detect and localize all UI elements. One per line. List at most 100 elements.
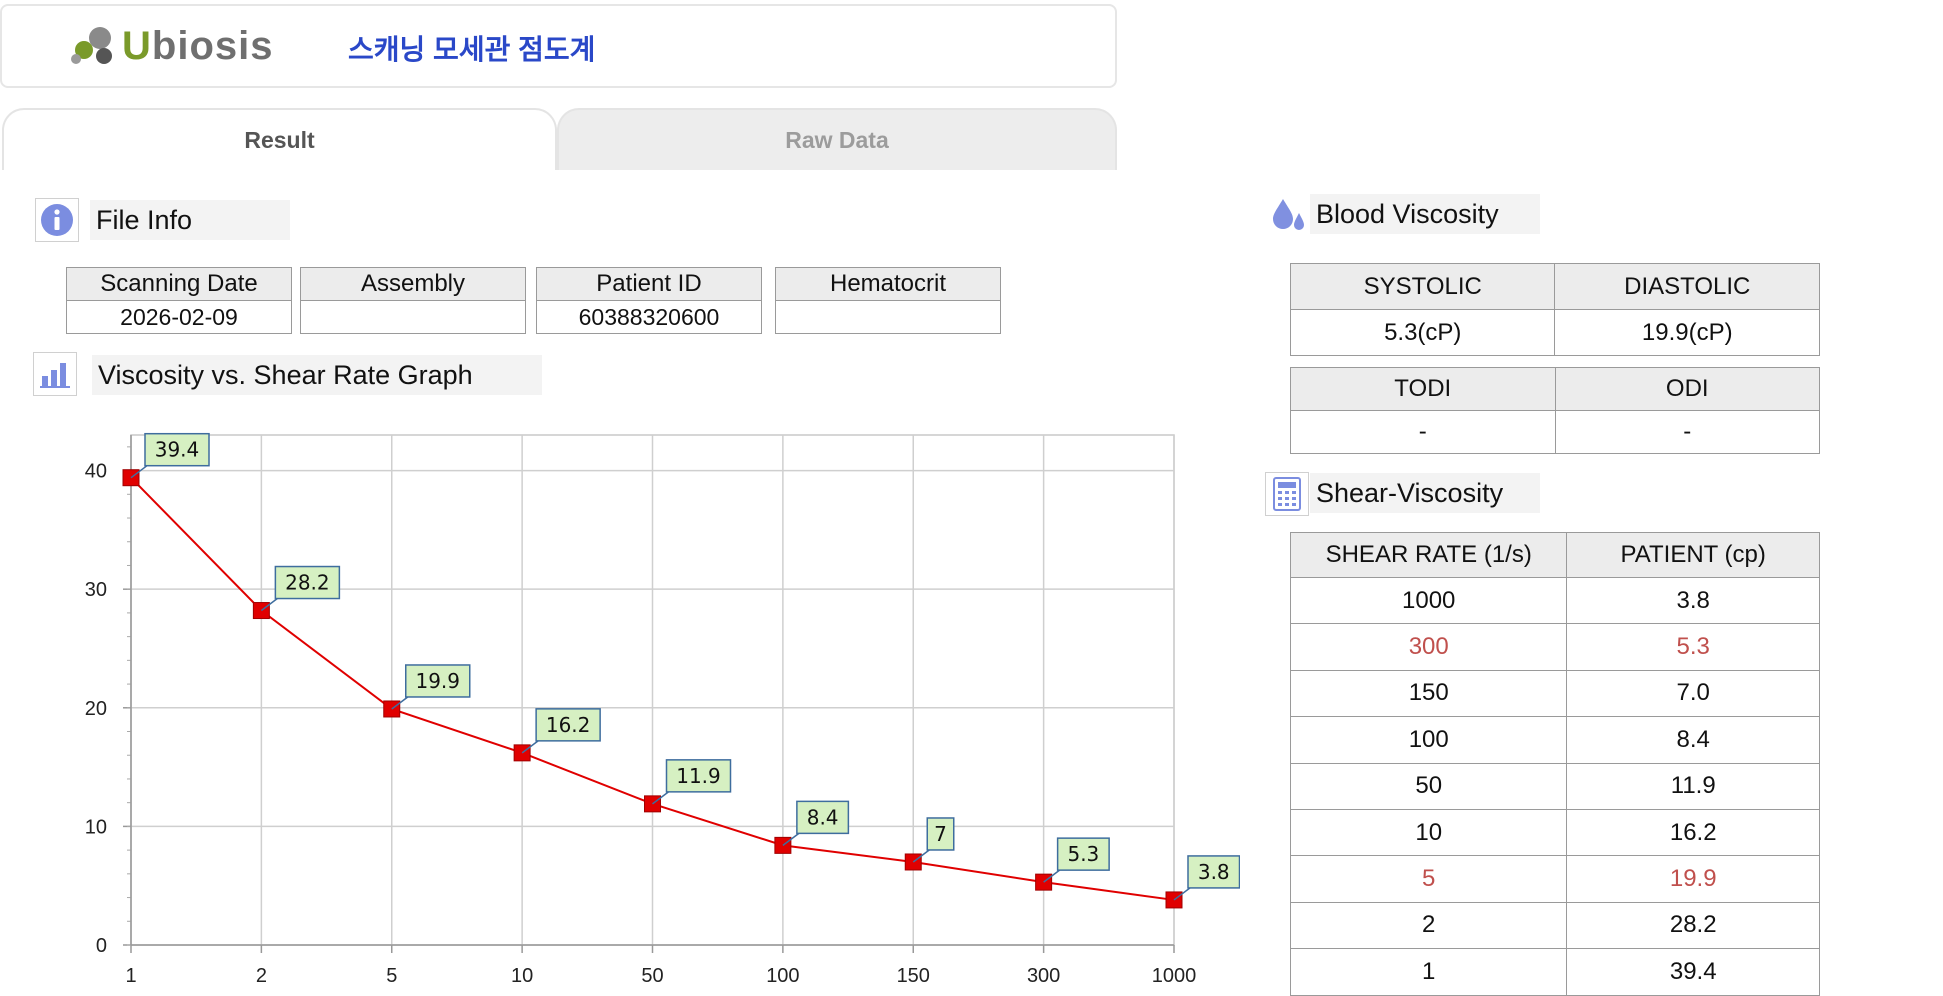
file-info-title: File Info — [90, 200, 290, 240]
hematocrit-value — [775, 301, 1001, 334]
data-label-box — [665, 759, 732, 793]
data-label: 7 — [934, 822, 947, 846]
table-row: 300 5.3 — [1289, 623, 1820, 671]
chart-axes: 1 2 5 10 50 100 150 300 1000 0 10 20 30 40 — [85, 435, 1197, 987]
data-label-box — [796, 800, 850, 835]
odi-header: ODI — [1554, 367, 1821, 411]
tab-result[interactable]: Result — [2, 108, 557, 170]
diastolic-header: DIASTOLIC — [1554, 263, 1820, 310]
y-tick-label: 0 — [96, 935, 107, 957]
data-label-box — [1056, 837, 1110, 871]
ubiosis-logo: Ubiosis — [70, 24, 273, 68]
data-label-box — [926, 817, 955, 851]
shear-rate-header: SHEAR RATE (1/s) — [1289, 532, 1568, 578]
table-row: 150 7.0 — [1289, 669, 1820, 718]
patient-header: PATIENT (cp) — [1566, 532, 1820, 578]
shear-rate-cell: 5 — [1289, 855, 1568, 903]
logo-text-rest: biosis — [151, 23, 274, 68]
patient-cell: 5.3 — [1566, 623, 1820, 671]
patient-id-header: Patient ID — [536, 267, 762, 301]
data-label-leader — [782, 832, 800, 846]
patient-cell: 19.9 — [1566, 855, 1820, 903]
y-tick-label: 30 — [85, 579, 107, 601]
x-tick-label: 1000 — [1152, 965, 1197, 987]
tab-raw-data[interactable]: Raw Data — [557, 108, 1117, 170]
shear-viscosity-table: SHEAR RATE (1/s) PATIENT (cp) 1000 3.8 300… — [1289, 532, 1820, 996]
data-label: 19.9 — [415, 669, 460, 693]
patient-cell: 28.2 — [1566, 901, 1820, 950]
data-label: 28.2 — [285, 571, 330, 595]
x-tick-label: 1 — [125, 965, 136, 987]
assembly-header: Assembly — [300, 267, 526, 301]
table-row: 5 19.9 — [1289, 855, 1820, 903]
x-tick-label: 5 — [386, 965, 397, 987]
x-tick-label: 100 — [766, 965, 799, 987]
patient-cell: 7.0 — [1566, 669, 1820, 718]
data-label-box — [405, 664, 471, 698]
logo-text: Ubiosis — [122, 24, 273, 69]
shear-rate-cell: 1 — [1289, 948, 1568, 996]
data-label: 5.3 — [1067, 842, 1099, 866]
blood-viscosity-title: Blood Viscosity — [1310, 194, 1540, 234]
x-tick-label: 10 — [511, 965, 533, 987]
viscosity-shear-chart: 1 2 5 10 50 100 150 300 1000 0 10 20 30 40 39.4 28.2 19… — [85, 432, 1240, 987]
table-row: 1000 3.8 — [1289, 576, 1820, 625]
todi-value: - — [1290, 410, 1556, 454]
data-label-leader — [1173, 887, 1191, 901]
data-label-box — [535, 708, 601, 742]
hematocrit-header: Hematocrit — [775, 267, 1001, 301]
chart-data-labels: 39.4 28.2 19.9 16.2 11.9 8.4 7 5.3 3.8 — [130, 432, 1240, 901]
data-label-leader — [391, 696, 409, 710]
data-label: 8.4 — [807, 805, 839, 829]
data-label-leader — [1043, 869, 1061, 883]
bar-chart-icon — [33, 352, 77, 396]
x-tick-label: 50 — [641, 965, 663, 987]
patient-id-value: 60388320600 — [536, 301, 762, 334]
patient-cell: 8.4 — [1566, 716, 1820, 764]
shear-rate-cell: 150 — [1289, 669, 1568, 718]
scanning-date-value: 2026-02-09 — [66, 301, 292, 334]
app-title: 스캐닝 모세관 점도계 — [348, 34, 596, 65]
data-point — [122, 469, 140, 487]
chart-grid — [130, 434, 1175, 946]
blood-drops-icon — [1267, 193, 1311, 237]
data-label-leader — [912, 849, 930, 863]
data-label-box — [274, 565, 341, 600]
data-label: 11.9 — [676, 764, 721, 788]
shear-rate-cell: 1000 — [1289, 576, 1568, 625]
shear-viscosity-title: Shear-Viscosity — [1310, 473, 1540, 513]
shear-rate-cell: 50 — [1289, 762, 1568, 810]
x-tick-label: 300 — [1027, 965, 1060, 987]
app-header — [0, 4, 1117, 88]
y-tick-label: 10 — [85, 816, 107, 838]
calculator-icon — [1265, 472, 1309, 516]
graph-title: Viscosity vs. Shear Rate Graph — [92, 355, 542, 395]
shear-rate-cell: 10 — [1289, 808, 1568, 857]
logo-mark-icon — [71, 27, 112, 64]
shear-rate-cell: 2 — [1289, 901, 1568, 950]
shear-rate-cell: 100 — [1289, 716, 1568, 764]
patient-cell: 39.4 — [1566, 948, 1820, 996]
systolic-value: 5.3(cP) — [1289, 309, 1556, 356]
scanning-date-header: Scanning Date — [66, 267, 292, 301]
x-tick-label: 2 — [256, 965, 267, 987]
patient-cell: 3.8 — [1566, 576, 1820, 625]
diastolic-value: 19.9(cP) — [1554, 309, 1820, 356]
todi-header: TODI — [1290, 367, 1556, 411]
odi-table: TODI ODI - - — [1290, 367, 1821, 454]
data-label: 16.2 — [546, 713, 591, 737]
data-label-leader — [652, 791, 669, 805]
info-icon — [35, 198, 79, 242]
data-point — [252, 602, 270, 620]
y-tick-label: 20 — [85, 698, 107, 720]
blood-viscosity-table: SYSTOLIC DIASTOLIC 5.3(cP) 19.9(cP) — [1289, 263, 1820, 356]
y-tick-label: 40 — [85, 461, 107, 483]
table-row: 50 11.9 — [1289, 762, 1820, 810]
data-label-leader — [521, 740, 539, 754]
data-label-box — [1187, 855, 1240, 889]
table-row: 10 16.2 — [1289, 808, 1820, 857]
table-row: 2 28.2 — [1289, 901, 1820, 950]
patient-cell: 16.2 — [1566, 808, 1820, 857]
data-label-leader — [130, 465, 148, 479]
shear-rate-cell: 300 — [1289, 623, 1568, 671]
